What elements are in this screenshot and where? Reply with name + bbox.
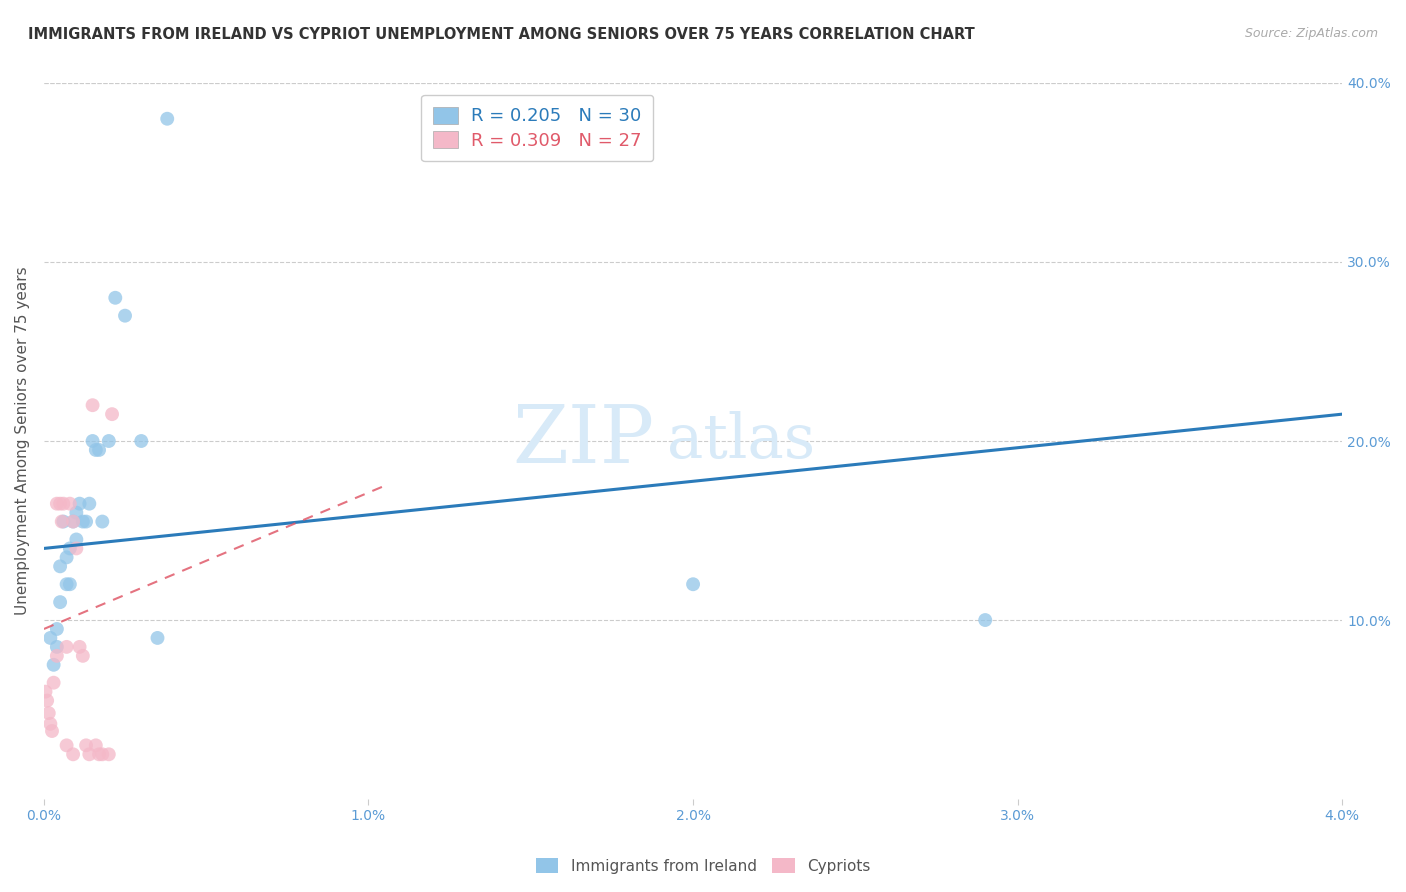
Point (65, 533, 87, 547)
Point (39, 631, 62, 645)
Point (52, 515, 75, 529)
Point (72, 515, 94, 529)
Point (49, 595, 72, 609)
Point (59, 497, 82, 511)
Point (97, 434, 120, 448)
Point (87, 747, 110, 762)
Point (974, 613, 997, 627)
Point (114, 309, 136, 323)
Text: ZIP: ZIP (512, 402, 654, 480)
Point (65, 541, 87, 556)
Point (69, 497, 91, 511)
Point (62, 515, 84, 529)
Point (75, 515, 97, 529)
Point (55, 577, 77, 591)
Point (97, 747, 120, 762)
Point (37, 693, 59, 707)
Point (45, 497, 67, 511)
Point (69, 640, 91, 654)
Point (84, 739, 107, 753)
Point (101, 407, 124, 421)
Point (91, 747, 114, 762)
Point (156, 112, 179, 126)
Point (79, 747, 101, 762)
Point (72, 648, 94, 663)
Point (34, 684, 56, 698)
Point (62, 747, 84, 762)
Point (55, 739, 77, 753)
Point (129, 434, 152, 448)
Point (49, 497, 72, 511)
Point (51, 515, 73, 529)
Point (59, 577, 82, 591)
Point (79, 497, 101, 511)
Point (45, 640, 67, 654)
Point (42, 657, 65, 672)
Text: atlas: atlas (666, 411, 815, 471)
Legend: R = 0.205   N = 30, R = 0.309   N = 27: R = 0.205 N = 30, R = 0.309 N = 27 (422, 95, 654, 161)
Point (38, 706, 60, 720)
Legend: Immigrants from Ireland, Cypriots: Immigrants from Ireland, Cypriots (530, 852, 876, 880)
Point (682, 577, 704, 591)
Y-axis label: Unemployment Among Seniors over 75 years: Unemployment Among Seniors over 75 years (15, 267, 30, 615)
Point (49, 559, 72, 574)
Point (104, 291, 127, 305)
Point (84, 442, 107, 457)
Point (91, 515, 114, 529)
Text: Source: ZipAtlas.com: Source: ZipAtlas.com (1244, 27, 1378, 40)
Point (52, 497, 75, 511)
Point (65, 506, 87, 520)
Point (45, 648, 67, 663)
Point (55, 640, 77, 654)
Point (146, 631, 169, 645)
Point (82, 434, 104, 448)
Point (45, 622, 67, 636)
Point (39, 717, 62, 731)
Point (41, 724, 63, 739)
Point (62, 515, 84, 529)
Point (42, 675, 65, 690)
Point (87, 442, 110, 457)
Point (82, 398, 104, 412)
Point (55, 550, 77, 565)
Point (59, 541, 82, 556)
Point (75, 739, 97, 753)
Text: IMMIGRANTS FROM IRELAND VS CYPRIOT UNEMPLOYMENT AMONG SENIORS OVER 75 YEARS CORR: IMMIGRANTS FROM IRELAND VS CYPRIOT UNEMP… (28, 27, 974, 42)
